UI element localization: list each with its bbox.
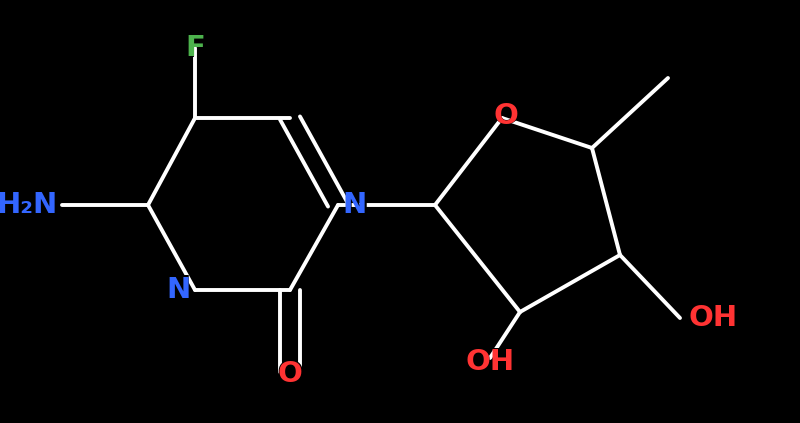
Text: OH: OH	[688, 302, 742, 333]
Text: O: O	[278, 360, 302, 388]
Text: N: N	[342, 191, 366, 219]
Text: OH: OH	[463, 347, 517, 378]
Text: F: F	[184, 33, 206, 63]
Text: OH: OH	[688, 304, 737, 332]
Text: N: N	[342, 190, 369, 220]
Text: O: O	[494, 102, 518, 130]
Text: O: O	[492, 100, 520, 132]
Text: N: N	[164, 275, 191, 305]
Text: F: F	[185, 34, 205, 62]
Text: N: N	[166, 276, 191, 304]
Text: OH: OH	[466, 348, 514, 376]
Text: H₂N: H₂N	[0, 191, 58, 219]
Text: O: O	[276, 359, 304, 390]
Text: H₂N: H₂N	[0, 190, 58, 220]
